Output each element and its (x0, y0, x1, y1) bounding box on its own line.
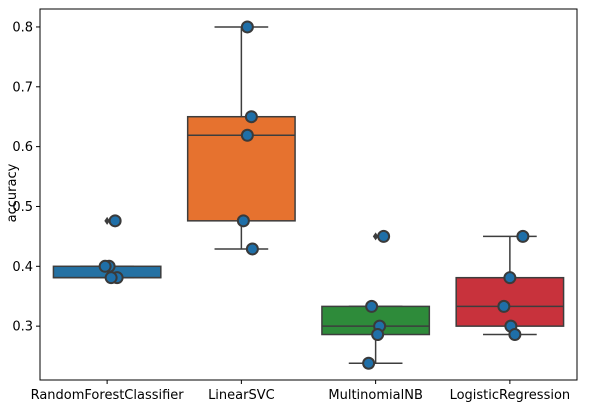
data-point (104, 271, 118, 285)
axes-layer: 0.3 0.4 0.5 0.6 0.7 0.8 RandomForestClassifier… (12, 8, 578, 403)
data-point (362, 356, 376, 370)
x-tick-label: RandomForestClassifier (31, 388, 185, 403)
x-tick-label: LinearSVC (208, 388, 275, 403)
box-group (455, 235, 565, 336)
data-point (236, 214, 250, 228)
y-axis-label: accuracy (5, 163, 20, 222)
y-tick-label: 0.6 (12, 140, 33, 155)
data-point (377, 229, 391, 243)
data-point (503, 271, 517, 285)
data-point (516, 229, 530, 243)
flier-marker (104, 216, 110, 225)
box-body (455, 276, 565, 327)
data-point (245, 242, 259, 256)
data-point (371, 328, 385, 342)
y-tick-label: 0.5 (12, 200, 33, 215)
y-tick-label: 0.7 (12, 80, 33, 95)
data-point (244, 110, 258, 124)
data-point (240, 128, 254, 142)
x-tick-label: LogisticRegression (450, 388, 571, 403)
box-group (321, 232, 431, 364)
box-body (186, 115, 296, 222)
points-layer (98, 20, 530, 370)
data-point (508, 328, 522, 342)
data-point (365, 299, 379, 313)
y-tick-label: 0.8 (12, 20, 33, 35)
data-point (497, 299, 511, 313)
data-point (240, 20, 254, 34)
y-tick-label: 0.4 (12, 260, 33, 275)
data-point (108, 214, 122, 228)
data-point (98, 259, 112, 273)
x-tick-label: MultinomialNB (328, 388, 422, 403)
boxes-layer (52, 26, 565, 364)
flier-marker (372, 232, 379, 241)
y-tick-label: 0.3 (12, 320, 33, 335)
plot-frame (39, 8, 578, 381)
